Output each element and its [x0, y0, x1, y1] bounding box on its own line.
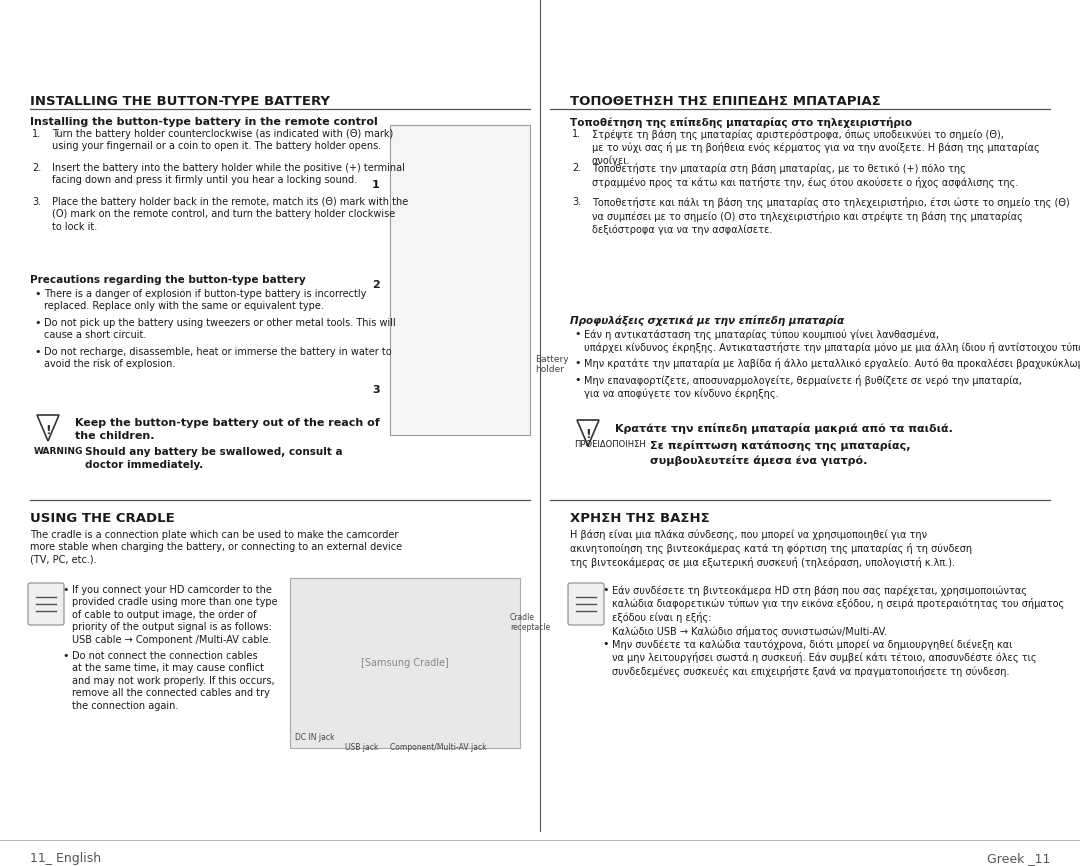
Text: Insert the battery into the battery holder while the positive (+) terminal
facin: Insert the battery into the battery hold… — [52, 163, 405, 185]
Text: 3.: 3. — [32, 197, 41, 207]
Text: Battery
holder: Battery holder — [535, 355, 569, 374]
Text: Εάν συνδέσετε τη βιντεοκάμερα HD στη βάση που σας παρέχεται, χρησιμοποιώντας
καλ: Εάν συνδέσετε τη βιντεοκάμερα HD στη βάσ… — [612, 585, 1064, 637]
Text: 1.: 1. — [572, 129, 581, 139]
Text: INSTALLING THE BUTTON-TYPE BATTERY: INSTALLING THE BUTTON-TYPE BATTERY — [30, 95, 330, 108]
Text: USB jack: USB jack — [345, 743, 378, 752]
Text: !: ! — [45, 423, 51, 436]
Text: !: ! — [585, 429, 591, 442]
Text: ΧΡΗΣΗ ΤΗΣ ΒΑΣΗΣ: ΧΡΗΣΗ ΤΗΣ ΒΑΣΗΣ — [570, 512, 710, 525]
Text: Σε περίπτωση κατάποσης της μπαταρίας,
συμβουλευτείτε άμεσα ένα γιατρό.: Σε περίπτωση κατάποσης της μπαταρίας, συ… — [650, 440, 910, 466]
Text: If you connect your HD camcorder to the
provided cradle using more than one type: If you connect your HD camcorder to the … — [72, 585, 278, 644]
Text: Εάν η αντικατάσταση της μπαταρίας τύπου κουμπιού γίνει λανθασμένα,
υπάρχει κίνδυ: Εάν η αντικατάσταση της μπαταρίας τύπου … — [584, 329, 1080, 353]
Text: ΠΡΟΕΙΔΟΠΟΙΗΣΗ: ΠΡΟΕΙΔΟΠΟΙΗΣΗ — [573, 440, 646, 449]
FancyBboxPatch shape — [28, 583, 64, 625]
Text: [Samsung Cradle]: [Samsung Cradle] — [361, 658, 449, 668]
Text: WARNING: WARNING — [33, 447, 83, 456]
Text: The cradle is a connection plate which can be used to make the camcorder
more st: The cradle is a connection plate which c… — [30, 530, 402, 565]
FancyBboxPatch shape — [568, 583, 604, 625]
Text: Τοποθέτηση της επίπεδης μπαταρίας στο τηλεχειριστήριο: Τοποθέτηση της επίπεδης μπαταρίας στο τη… — [570, 117, 913, 128]
Text: 11_ English: 11_ English — [30, 852, 102, 865]
Text: 3: 3 — [372, 385, 380, 395]
Text: Keep the button-type battery out of the reach of
the children.: Keep the button-type battery out of the … — [75, 418, 380, 441]
Text: •: • — [33, 347, 41, 357]
Text: •: • — [573, 375, 581, 385]
Text: Component/Multi-AV jack: Component/Multi-AV jack — [390, 743, 487, 752]
Text: 2: 2 — [372, 280, 380, 290]
Text: 3.: 3. — [572, 197, 581, 207]
Text: There is a danger of explosion if button-type battery is incorrectly
replaced. R: There is a danger of explosion if button… — [44, 289, 366, 312]
Text: •: • — [62, 651, 68, 661]
Text: Installing the button-type battery in the remote control: Installing the button-type battery in th… — [30, 117, 378, 127]
Text: •: • — [573, 358, 581, 368]
Text: Do not recharge, disassemble, heat or immerse the battery in water to
avoid the : Do not recharge, disassemble, heat or im… — [44, 347, 392, 370]
Text: USING THE CRADLE: USING THE CRADLE — [30, 512, 175, 525]
Text: Μην κρατάτε την μπαταρία με λαβίδα ή άλλο μεταλλικό εργαλείο. Αυτό θα προκαλέσει: Μην κρατάτε την μπαταρία με λαβίδα ή άλλ… — [584, 358, 1080, 369]
Text: Should any battery be swallowed, consult a
doctor immediately.: Should any battery be swallowed, consult… — [85, 447, 342, 470]
Text: Place the battery holder back in the remote, match its (Θ) mark with the
(O) mar: Place the battery holder back in the rem… — [52, 197, 408, 232]
Text: 1.: 1. — [32, 129, 41, 139]
Text: Κρατάτε την επίπεδη μπαταρία μακριά από τα παιδιά.: Κρατάτε την επίπεδη μπαταρία μακριά από … — [615, 423, 953, 434]
Text: Η βάση είναι μια πλάκα σύνδεσης, που μπορεί να χρησιμοποιηθεί για την 
ακινητοπο: Η βάση είναι μια πλάκα σύνδεσης, που μπο… — [570, 530, 972, 568]
Text: Precautions regarding the button-type battery: Precautions regarding the button-type ba… — [30, 275, 306, 285]
Text: Do not connect the connection cables
at the same time, it may cause conflict
and: Do not connect the connection cables at … — [72, 651, 274, 711]
Text: 2.: 2. — [32, 163, 41, 173]
Text: Τοποθετήστε και πάλι τη βάση της μπαταρίας στο τηλεχειριστήριο, έτσι ώστε το σημ: Τοποθετήστε και πάλι τη βάση της μπαταρί… — [592, 197, 1070, 235]
Text: •: • — [62, 585, 68, 595]
Text: Προφυλάξεις σχετικά με την επίπεδη μπαταρία: Προφυλάξεις σχετικά με την επίπεδη μπατα… — [570, 315, 845, 326]
Text: DC IN jack: DC IN jack — [295, 733, 335, 742]
Text: Cradle
receptacle: Cradle receptacle — [510, 613, 550, 632]
Text: ΤΟΠΟΘΕΤΗΣΗ ΤΗΣ ΕΠΙΠΕΔΗΣ ΜΠΑΤΑΡΙΑΣ: ΤΟΠΟΘΕΤΗΣΗ ΤΗΣ ΕΠΙΠΕΔΗΣ ΜΠΑΤΑΡΙΑΣ — [570, 95, 881, 108]
Bar — [390, 125, 530, 435]
Text: 2.: 2. — [572, 163, 581, 173]
Text: Μην επαναφορτίζετε, αποσυναρμολογείτε, θερμαίνετε ή βυθίζετε σε νερό την μπαταρί: Μην επαναφορτίζετε, αποσυναρμολογείτε, θ… — [584, 375, 1022, 399]
Bar — [291, 578, 519, 748]
Text: •: • — [33, 289, 41, 299]
Text: Turn the battery holder counterclockwise (as indicated with (Θ) mark)
using your: Turn the battery holder counterclockwise… — [52, 129, 393, 152]
Text: 1: 1 — [372, 180, 380, 190]
Text: •: • — [33, 318, 41, 328]
Text: Greek _11: Greek _11 — [987, 852, 1050, 865]
Text: Do not pick up the battery using tweezers or other metal tools. This will
cause : Do not pick up the battery using tweezer… — [44, 318, 395, 340]
Text: •: • — [602, 639, 608, 649]
Text: •: • — [573, 329, 581, 339]
Text: Μην συνδέετε τα καλώδια ταυτόχρονα, διότι μπορεί να δημιουργηθεί διένεξη και
να : Μην συνδέετε τα καλώδια ταυτόχρονα, διότ… — [612, 639, 1037, 677]
Text: •: • — [602, 585, 608, 595]
Text: Τοποθετήστε την μπαταρία στη βάση μπαταρίας, με το θετικό (+) πόλο της
στραμμένο: Τοποθετήστε την μπαταρία στη βάση μπαταρ… — [592, 163, 1018, 188]
Text: Στρέψτε τη βάση της μπαταρίας αριστερόστροφα, όπως υποδεικνύει το σημείο (Θ),
με: Στρέψτε τη βάση της μπαταρίας αριστερόστ… — [592, 129, 1040, 166]
